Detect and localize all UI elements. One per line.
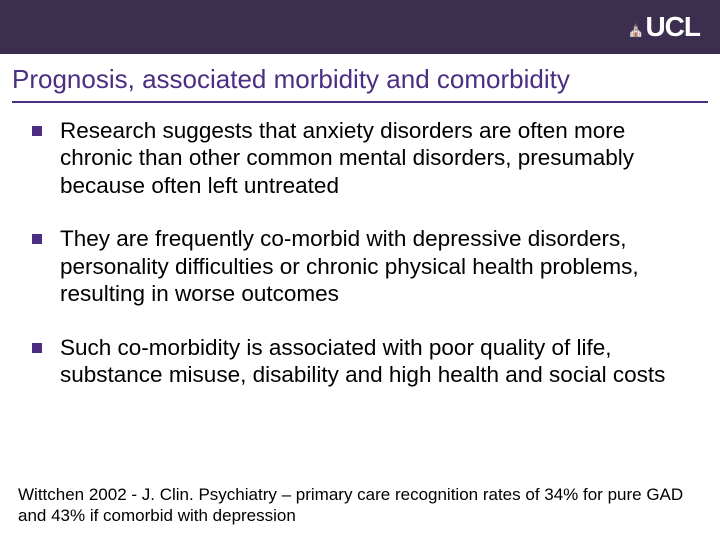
slide-body: Research suggests that anxiety disorders… (0, 107, 720, 484)
list-item: They are frequently co-morbid with depre… (18, 225, 702, 307)
list-item: Such co-morbidity is associated with poo… (18, 334, 702, 389)
bullet-text: Research suggests that anxiety disorders… (60, 117, 702, 199)
ucl-logo: ⛪ UCL (627, 11, 700, 43)
bullet-text: Such co-morbidity is associated with poo… (60, 334, 702, 389)
title-row: Prognosis, associated morbidity and como… (0, 54, 720, 107)
bullet-marker-icon (32, 343, 42, 353)
slide: ⛪ UCL Prognosis, associated morbidity an… (0, 0, 720, 540)
footnote: Wittchen 2002 - J. Clin. Psychiatry – pr… (0, 484, 720, 540)
bullet-text: They are frequently co-morbid with depre… (60, 225, 702, 307)
header-bar: ⛪ UCL (0, 0, 720, 54)
slide-title: Prognosis, associated morbidity and como… (12, 64, 708, 95)
bullet-marker-icon (32, 126, 42, 136)
logo-text: UCL (645, 11, 700, 43)
list-item: Research suggests that anxiety disorders… (18, 117, 702, 199)
dome-icon: ⛪ (627, 21, 643, 38)
title-underline (12, 101, 708, 103)
bullet-marker-icon (32, 234, 42, 244)
bullet-list: Research suggests that anxiety disorders… (18, 117, 702, 389)
